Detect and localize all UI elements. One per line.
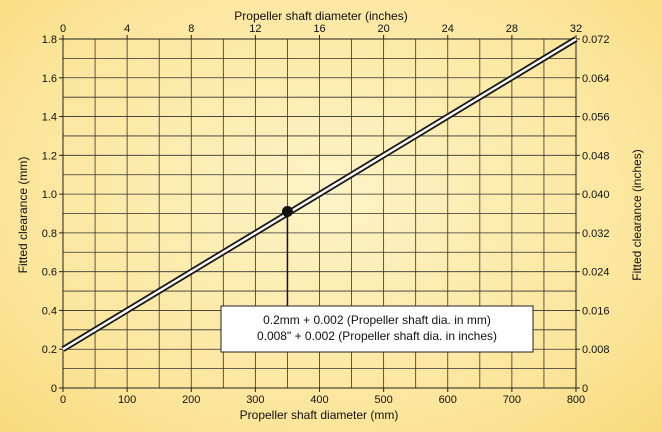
x-tick-label: 0: [60, 394, 66, 406]
annotation-box: [220, 305, 534, 353]
x-tick-label: 400: [310, 394, 328, 406]
x2-tick-label: 4: [124, 23, 130, 35]
y2-tick-label: 0.016: [582, 305, 610, 317]
y2-tick-label: 0.048: [582, 150, 610, 162]
y2-tick-label: 0.024: [582, 267, 610, 279]
x2-tick-label: 28: [506, 23, 518, 35]
y-tick-label: 0.8: [42, 228, 57, 240]
series: [61, 36, 578, 352]
x2-tick-label: 20: [378, 23, 390, 35]
y-tick-label: 1.8: [42, 34, 57, 46]
y2-tick-label: 0.008: [582, 344, 610, 356]
x2-tick-label: 8: [188, 23, 194, 35]
x2-tick-label: 12: [249, 23, 261, 35]
marker-point: [281, 206, 293, 217]
x-tick-label: 200: [182, 394, 200, 406]
y-tick-label: 1.6: [42, 73, 57, 85]
y2-axis-title: Fitted clearance (inches): [630, 149, 644, 280]
x-tick-label: 500: [374, 394, 392, 406]
x-tick-label: 600: [439, 394, 457, 406]
y2-tick-label: 0.040: [582, 189, 610, 201]
x2-axis-title: Propeller shaft diameter (inches): [234, 9, 407, 23]
y-tick-label: 0.4: [42, 305, 57, 317]
y2-tick-label: 0.032: [582, 228, 610, 240]
x-tick-label: 700: [503, 394, 521, 406]
y-tick-label: 0.2: [42, 344, 57, 356]
x2-tick-label: 16: [313, 23, 325, 35]
y-tick-label: 1.4: [42, 112, 57, 124]
x2-tick-label: 32: [570, 23, 582, 35]
y2-tick-label: 0: [582, 383, 588, 395]
x-tick-label: 300: [246, 394, 264, 406]
y2-tick-label: 0.056: [582, 112, 610, 124]
y-tick-label: 1.2: [42, 150, 57, 162]
x-tick-label: 800: [567, 394, 585, 406]
x2-tick-label: 24: [442, 23, 454, 35]
x2-tick-label: 0: [60, 23, 66, 35]
annotation-text-line: 0.2mm + 0.002 (Propeller shaft dia. in m…: [263, 313, 491, 327]
x-axis-title: Propeller shaft diameter (mm): [240, 408, 399, 422]
y-tick-label: 0.6: [42, 267, 57, 279]
y-tick-label: 1.0: [42, 189, 57, 201]
y-axis-title: Fitted clearance (mm): [16, 157, 30, 274]
y-tick-label: 0: [51, 383, 57, 395]
y2-tick-label: 0.064: [582, 73, 610, 85]
callout: 0.2mm + 0.002 (Propeller shaft dia. in m…: [220, 206, 534, 353]
series-line-inner: [62, 37, 577, 351]
x-tick-label: 100: [118, 394, 136, 406]
y2-tick-label: 0.072: [582, 34, 610, 46]
annotation-text-line: 0.008" + 0.002 (Propeller shaft dia. in …: [257, 329, 497, 343]
